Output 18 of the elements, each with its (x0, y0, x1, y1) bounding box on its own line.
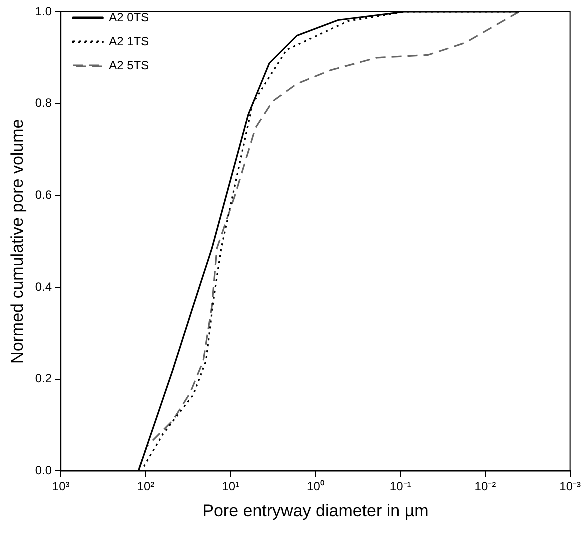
x-tick-label: 10³ (52, 480, 70, 494)
y-tick-label: 0.2 (35, 372, 52, 386)
x-tick-label: 10⁻² (474, 480, 496, 494)
x-tick-label: 10² (137, 480, 155, 494)
x-tick-label: 10⁻³ (560, 480, 582, 494)
legend-label: A2 0TS (109, 10, 150, 24)
y-axis-title: Normed cumulative pore volume (8, 119, 27, 364)
y-tick-label: 0.4 (35, 280, 52, 294)
y-tick-label: 0.0 (35, 464, 52, 478)
legend-label: A2 1TS (109, 34, 150, 48)
legend-label: A2 5TS (109, 58, 150, 72)
x-tick-label: 10⁻¹ (390, 480, 412, 494)
y-tick-label: 0.6 (35, 188, 52, 202)
y-tick-label: 0.8 (35, 96, 52, 110)
x-tick-label: 10¹ (222, 480, 240, 494)
x-axis-title: Pore entryway diameter in µm (202, 501, 429, 520)
x-tick-label: 10⁰ (307, 480, 324, 494)
y-tick-label: 1.0 (35, 4, 52, 18)
